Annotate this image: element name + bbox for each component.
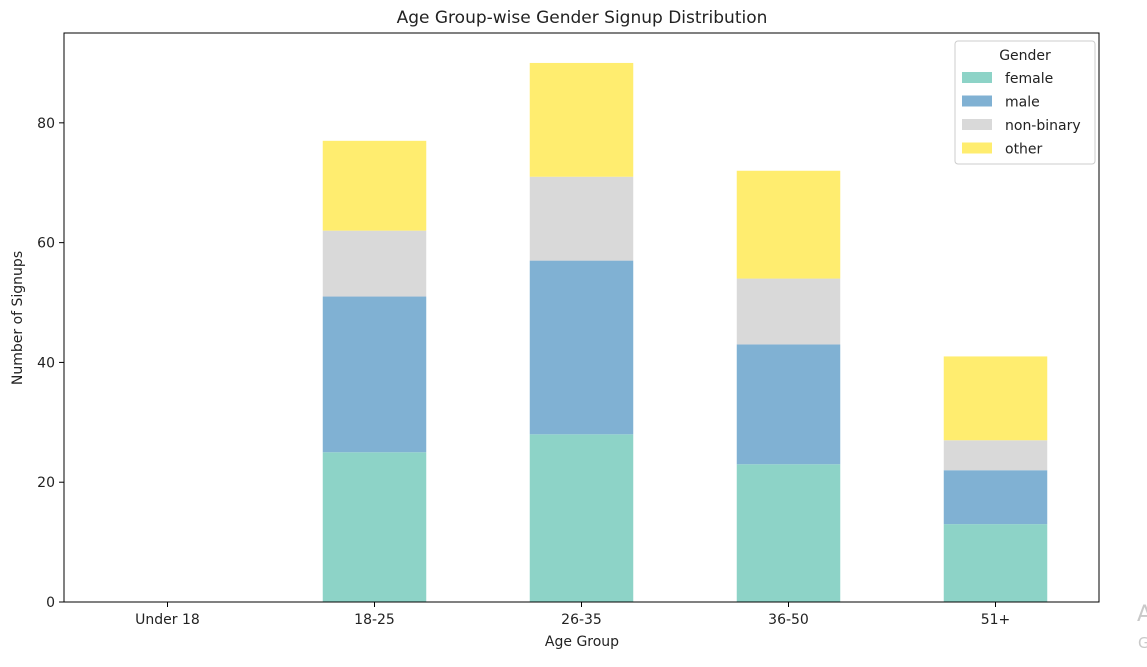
y-tick-label: 40	[37, 355, 55, 371]
legend-swatch-female	[962, 72, 992, 83]
x-ticks: Under 18 18-25 26-35 36-50 51+	[135, 602, 1010, 628]
bar-female-18-25	[322, 452, 427, 602]
legend-swatch-non-binary	[962, 119, 992, 130]
legend-label-male: male	[1005, 95, 1040, 111]
chart-title: Age Group-wise Gender Signup Distributio…	[397, 8, 768, 28]
bar-other-51-	[943, 356, 1048, 441]
bars-group	[322, 62, 1048, 602]
bar-female-36-50	[736, 464, 841, 602]
legend-box	[954, 40, 1096, 165]
x-tick-label: 51+	[981, 612, 1011, 628]
bar-non-binary-26-35	[529, 176, 634, 261]
bar-female-26-35	[529, 434, 634, 602]
legend-title: Gender	[999, 48, 1051, 64]
bar-other-26-35	[529, 62, 634, 177]
bar-other-18-25	[322, 140, 427, 231]
x-tick-label: Under 18	[135, 612, 200, 628]
bar-male-36-50	[736, 344, 841, 465]
y-tick-label: 20	[37, 475, 55, 491]
bar-non-binary-36-50	[736, 278, 841, 345]
legend: Gender female male non-binary other	[954, 40, 1096, 165]
legend-swatch-male	[962, 95, 992, 107]
y-tick-label: 0	[46, 595, 55, 611]
x-axis-label: Age Group	[545, 634, 619, 650]
bar-non-binary-51-	[943, 440, 1048, 471]
y-axis-label: Number of Signups	[10, 251, 26, 385]
legend-swatch-other	[962, 142, 992, 154]
y-tick-label: 80	[37, 116, 55, 132]
watermark-line-2: G	[1138, 634, 1147, 652]
plot-frame	[63, 32, 1100, 603]
legend-items: female male non-binary other	[962, 71, 1081, 158]
bar-male-18-25	[322, 296, 427, 453]
legend-label-female: female	[1005, 71, 1053, 87]
legend-label-other: other	[1005, 142, 1043, 158]
y-tick-label: 60	[37, 236, 55, 252]
x-tick-label: 18-25	[354, 612, 395, 628]
y-ticks: 0 20 40 60 80	[37, 116, 64, 611]
bar-male-26-35	[529, 260, 634, 435]
bar-female-51-	[943, 524, 1048, 602]
bar-other-36-50	[736, 170, 841, 279]
bar-non-binary-18-25	[322, 230, 427, 297]
watermark-line-1: A	[1137, 602, 1147, 627]
bar-male-51-	[943, 470, 1048, 525]
x-tick-label: 36-50	[768, 612, 809, 628]
legend-label-non-binary: non-binary	[1005, 118, 1081, 134]
x-tick-label: 26-35	[561, 612, 602, 628]
